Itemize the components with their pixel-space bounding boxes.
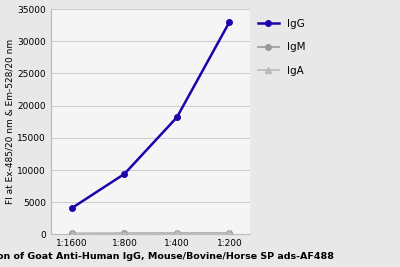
IgG xyxy=(227,20,232,23)
IgM xyxy=(174,231,179,235)
Y-axis label: Fl at Ex-485/20 nm & Em-528/20 nm: Fl at Ex-485/20 nm & Em-528/20 nm xyxy=(6,39,14,204)
IgA xyxy=(122,232,127,235)
IgA xyxy=(70,232,74,235)
Line: IgG: IgG xyxy=(69,19,232,211)
IgM xyxy=(227,231,232,235)
X-axis label: Dilution of Goat Anti-Human IgG, Mouse/Bovine/Horse SP ads-AF488: Dilution of Goat Anti-Human IgG, Mouse/B… xyxy=(0,252,334,261)
IgG xyxy=(70,206,74,210)
IgG xyxy=(174,116,179,119)
Line: IgA: IgA xyxy=(69,230,232,237)
IgG xyxy=(122,172,127,175)
IgA xyxy=(174,232,179,235)
IgM xyxy=(122,232,127,235)
Legend: IgG, IgM, IgA: IgG, IgM, IgA xyxy=(258,19,305,76)
IgM xyxy=(70,232,74,235)
IgA xyxy=(227,231,232,235)
Line: IgM: IgM xyxy=(69,230,232,236)
